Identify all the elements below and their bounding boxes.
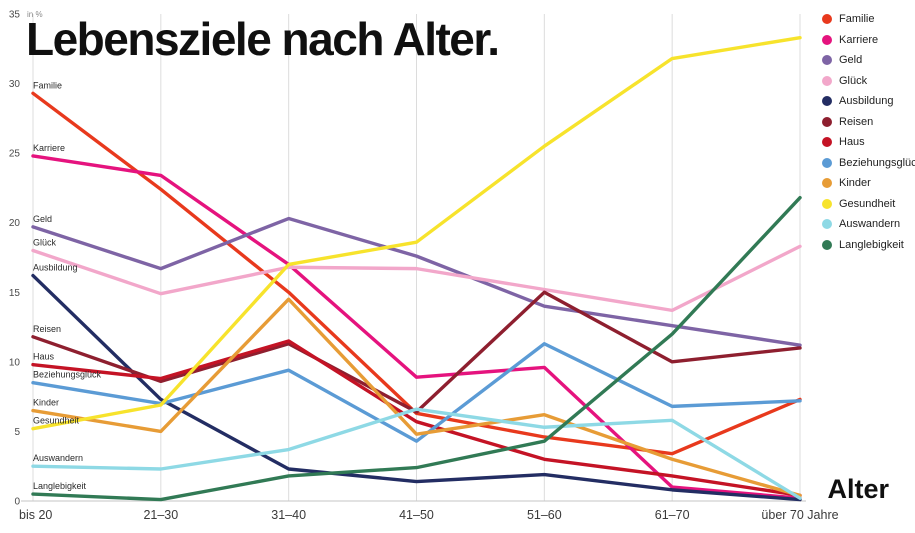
legend-label: Karriere — [839, 33, 879, 46]
x-axis-title: Alter — [827, 474, 889, 504]
legend-label: Langlebigkeit — [839, 238, 904, 251]
y-tick-label: 20 — [9, 218, 21, 229]
chart-title: Lebensziele nach Alter. — [26, 13, 500, 65]
series-start-label: Beziehungsglück — [33, 370, 102, 380]
legend-dot — [822, 239, 832, 250]
y-tick-label: 0 — [14, 497, 20, 508]
legend-label: Auswandern — [839, 218, 901, 230]
legend-item-Kinder[interactable]: Kinder — [822, 177, 915, 189]
legend-item-Ausbildung[interactable]: Ausbildung — [822, 95, 915, 107]
y-tick-label: 10 — [9, 357, 21, 368]
legend-item-Glück[interactable]: Glück — [822, 75, 915, 87]
series-line-Reisen[interactable] — [31, 290, 802, 414]
legend-dot — [822, 96, 832, 106]
legend-label: Familie — [839, 13, 875, 25]
series-start-label: Geld — [33, 214, 52, 224]
legend-item-Geld[interactable]: Geld — [822, 54, 915, 66]
series-line-Haus[interactable] — [31, 339, 802, 498]
y-tick-label: 15 — [9, 288, 21, 299]
legend-dot — [822, 219, 832, 229]
legend-label: Haus — [839, 136, 865, 148]
series-start-label: Haus — [33, 352, 55, 362]
series-line-Karriere[interactable] — [31, 154, 802, 500]
y-tick-label: 30 — [9, 79, 21, 90]
legend-label: Gesundheit — [839, 197, 896, 210]
series-line-Geld[interactable] — [31, 216, 802, 347]
legend-dot — [822, 14, 832, 24]
series-start-label: Ausbildung — [33, 263, 78, 273]
series-start-label: Gesundheit — [33, 416, 80, 426]
x-tick-label: über 70 Jahre — [761, 508, 838, 522]
y-tick-label: 35 — [9, 10, 21, 21]
x-tick-label: 31–40 — [271, 508, 306, 522]
legend-dot — [822, 75, 832, 86]
legend-item-Karriere[interactable]: Karriere — [822, 34, 915, 46]
y-axis-unit-label: in % — [27, 10, 43, 19]
legend-dot — [822, 116, 832, 127]
legend-dot — [822, 178, 832, 188]
legend-item-Auswandern[interactable]: Auswandern — [822, 218, 915, 230]
series-line-Langlebigkeit[interactable] — [31, 195, 802, 502]
legend-item-Beziehungsglück[interactable]: Beziehungsglück — [822, 157, 915, 169]
series-start-label: Reisen — [33, 324, 61, 334]
legend-label: Reisen — [839, 115, 874, 128]
series-line-Auswandern[interactable] — [31, 407, 802, 500]
series-line-Kinder[interactable] — [31, 297, 802, 498]
legend-label: Kinder — [839, 177, 871, 189]
legend-label: Glück — [839, 74, 868, 87]
chart-legend: Familie Karriere Geld Glück Ausbildung Reisen… — [822, 13, 915, 251]
series-start-label: Familie — [33, 80, 62, 90]
series-start-label: Langlebigkeit — [33, 481, 87, 491]
legend-dot — [822, 157, 832, 168]
legend-item-Haus[interactable]: Haus — [822, 136, 915, 148]
legend-label: Beziehungsglück — [839, 156, 915, 169]
y-tick-label: 25 — [9, 149, 21, 160]
legend-label: Geld — [839, 54, 863, 66]
legend-dot — [822, 55, 832, 65]
series-start-label: Auswandern — [33, 453, 83, 463]
series-start-label: Kinder — [33, 398, 59, 408]
legend-item-Langlebigkeit[interactable]: Langlebigkeit — [822, 239, 915, 251]
legend-item-Reisen[interactable]: Reisen — [822, 116, 915, 128]
x-tick-label: 51–60 — [527, 508, 562, 522]
series-start-label: Karriere — [33, 143, 65, 153]
y-tick-label: 5 — [14, 427, 20, 438]
legend-dot — [822, 34, 832, 45]
legend-item-Gesundheit[interactable]: Gesundheit — [822, 198, 915, 210]
series-start-label: Glück — [33, 238, 57, 248]
x-tick-label: bis 20 — [19, 508, 52, 522]
legend-dot — [822, 137, 832, 147]
legend-item-Familie[interactable]: Familie — [822, 13, 915, 25]
legend-dot — [822, 198, 832, 209]
legend-label: Ausbildung — [839, 95, 894, 107]
series-line-Gesundheit[interactable] — [31, 35, 802, 431]
series-line-Glück[interactable] — [31, 244, 802, 313]
series-line-Ausbildung[interactable] — [31, 273, 802, 502]
x-tick-label: 41–50 — [399, 508, 434, 522]
x-tick-label: 21–30 — [143, 508, 178, 522]
x-tick-label: 61–70 — [655, 508, 690, 522]
